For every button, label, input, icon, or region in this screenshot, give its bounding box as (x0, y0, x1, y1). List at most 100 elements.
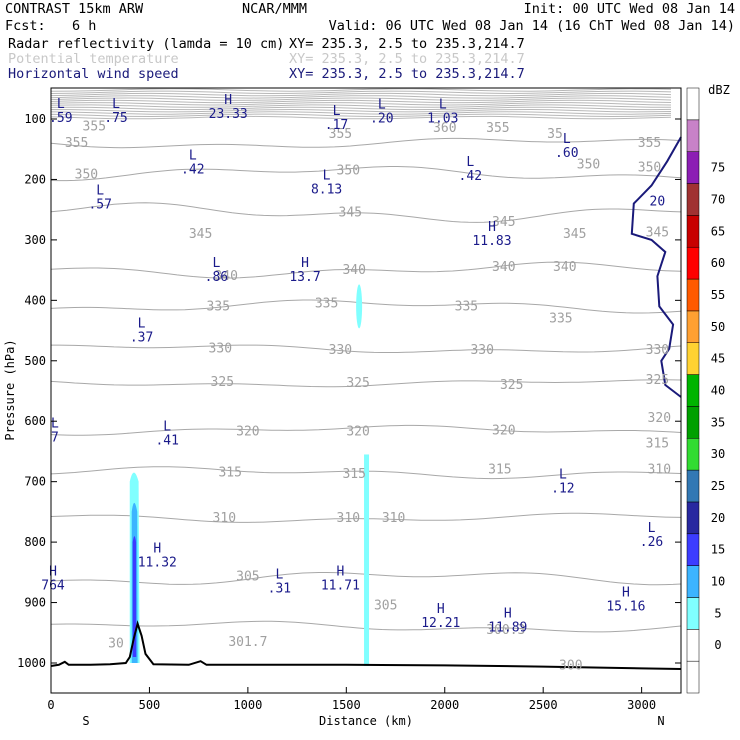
x-axis-label: Distance (km) (319, 714, 413, 728)
theta-label: 305 (236, 570, 259, 585)
extremum-type: H (504, 607, 512, 622)
extremum-low: L.42 (181, 149, 204, 178)
reflectivity-column (364, 454, 370, 667)
theta-label: 335 (315, 296, 338, 311)
theta-label: 300.3 (486, 623, 525, 638)
extremum-low: L.31 (268, 567, 291, 596)
extremum-high: H23.33 (209, 93, 248, 122)
y-axis-label: Pressure (hPa) (3, 339, 17, 440)
wind-contour-20 (630, 136, 682, 398)
extremum-value: .26 (640, 535, 663, 550)
field-xy-theta: XY= 235.3, 2.5 to 235.3,214.7 (289, 51, 525, 67)
extremum-low: L.86 (205, 256, 228, 285)
extremum-type: L (96, 184, 104, 199)
extremum-type: H (49, 564, 57, 579)
theta-label: 340 (492, 260, 515, 275)
theta-label: 355 (65, 136, 88, 151)
extremum-high: H13.7 (289, 256, 320, 285)
extremum-value: .20 (370, 112, 393, 127)
theta-contour (50, 137, 682, 149)
x-tick-label: 1500 (332, 698, 361, 712)
extremum-low: L.60 (555, 132, 578, 161)
field-xy-reflectivity: XY= 235.3, 2.5 to 235.3,214.7 (289, 36, 525, 52)
header-fcst-value: 6 h (72, 18, 96, 34)
colorbar-level-label: 70 (711, 192, 725, 206)
extremum-low: L.41 (155, 419, 178, 448)
theta-label: 355 (638, 136, 661, 151)
extremum-low: L1.03 (427, 98, 458, 127)
colorbar-swatch (686, 406, 700, 439)
colorbar-level-label: 50 (711, 320, 725, 334)
theta-label: 310 (213, 511, 236, 526)
strat-theta-line (50, 104, 672, 108)
colorbar-swatch (686, 533, 700, 566)
strat-theta-line (50, 115, 672, 120)
theta-label: 325 (346, 376, 369, 391)
x-end-label-north: N (657, 714, 664, 728)
extremum-high: H11.89 (488, 607, 527, 636)
theta-label: 360 (433, 121, 456, 136)
strat-theta-line (50, 92, 672, 97)
extremum-value: .31 (268, 581, 291, 596)
theta-label: 330 (470, 343, 493, 358)
extremum-low: L.42 (459, 155, 482, 184)
theta-label: 320 (648, 411, 671, 426)
extremum-type: L (57, 97, 65, 112)
theta-contour (50, 261, 682, 279)
strat-theta-line (50, 97, 672, 101)
theta-label: 345 (646, 226, 669, 241)
terrain-line (50, 620, 682, 670)
extremum-value: .42 (459, 169, 482, 184)
extremum-low: L.20 (370, 98, 393, 127)
colorbar-swatch (686, 438, 700, 471)
colorbar-level-label: 45 (711, 352, 725, 366)
theta-label: 320 (492, 423, 515, 438)
theta-labels: 355 355 360 355 35 355 355 350 350 350 350 345 345 34… (65, 119, 671, 673)
colorbar-level-label: 40 (711, 384, 725, 398)
wind-contour-lines: 20 (630, 136, 682, 398)
extremum-high: H15.16 (606, 586, 645, 615)
plot-area: 20 355 355 360 355 35 355 355 350 350 350 350 345 34… (41, 87, 682, 694)
extremum-value: 12.21 (421, 616, 460, 631)
extremum-low: L.59 (49, 97, 72, 126)
field-xy-wind: XY= 235.3, 2.5 to 235.3,214.7 (289, 66, 525, 82)
extremum-low: L.26 (640, 521, 663, 550)
extremum-high: H11.71 (321, 564, 360, 593)
extremum-value: .86 (205, 270, 228, 285)
theta-label: 345 (189, 227, 212, 242)
extremum-value: .37 (130, 331, 153, 346)
extremum-value: .59 (49, 111, 72, 126)
theta-label: 350 (638, 160, 661, 175)
theta-label: 325 (500, 378, 523, 393)
extremum-type: L (323, 169, 331, 184)
x-axis: 0 500 1000 1500 2000 2500 3000 (47, 687, 656, 712)
colorbar-level-label: 30 (711, 447, 725, 461)
theta-label: 345 (339, 206, 362, 221)
strat-theta-line (50, 88, 672, 92)
extremum-type: L (648, 521, 656, 536)
extremum-type: H (301, 256, 309, 271)
theta-label: 315 (488, 463, 511, 478)
extremum-high: H12.21 (421, 602, 460, 631)
colorbar-level-label: 15 (711, 543, 725, 557)
theta-label: 350 (75, 168, 98, 183)
colorbar-level-label: 20 (711, 511, 725, 525)
theta-label: 355 (83, 119, 106, 134)
field-name-wind: Horizontal wind speed (8, 66, 179, 82)
theta-label: 320 (236, 425, 259, 440)
extremum-type: H (336, 564, 344, 579)
extremum-value: 1.03 (427, 112, 458, 127)
header-fcst-label: Fcst: (5, 18, 46, 34)
extremum-type: L (51, 416, 59, 431)
field-name-reflectivity: Radar reflectivity (lamda = 10 cm) (8, 36, 284, 52)
extremum-low: L.37 (130, 317, 153, 346)
extremum-low: L8.13 (311, 169, 342, 198)
colorbar-level-label: 25 (711, 479, 725, 493)
y-tick-label: 500 (24, 354, 46, 368)
extremum-value: 13.7 (289, 270, 320, 285)
extremum-low: L7 (51, 416, 59, 445)
header-title: CONTRAST 15km ARW (5, 1, 144, 17)
theta-contour (50, 202, 682, 223)
